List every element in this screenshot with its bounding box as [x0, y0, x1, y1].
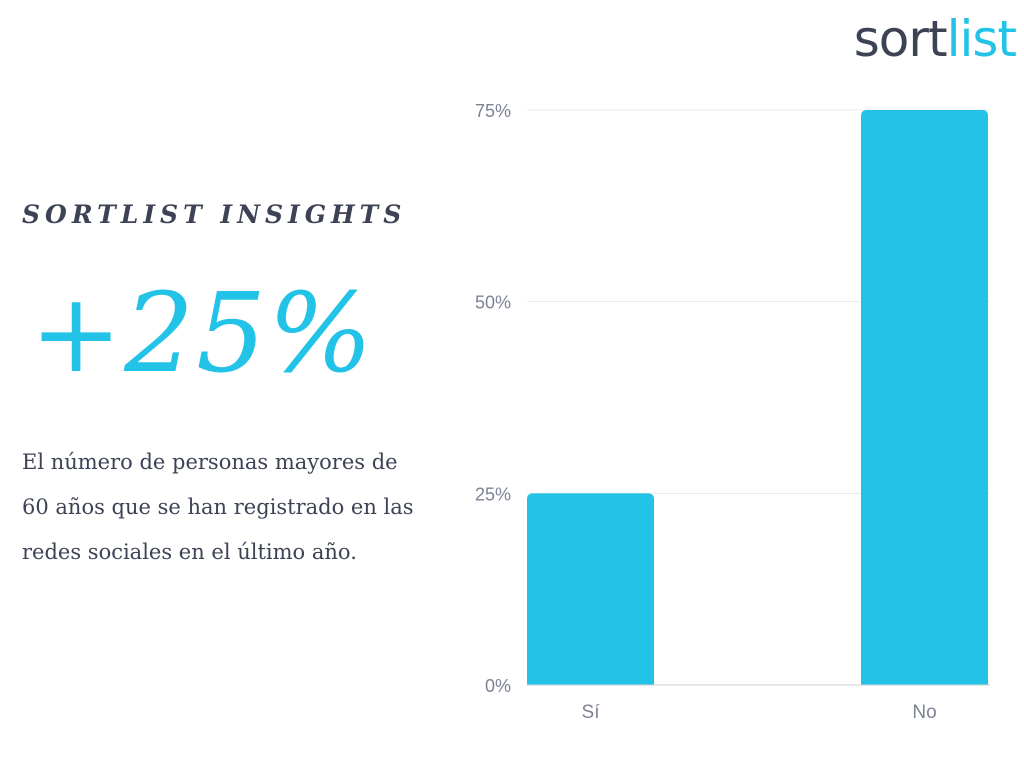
y-tick-label-25: 25%: [475, 484, 511, 504]
x-category-label-1: No: [912, 702, 936, 723]
y-tick-label-75: 75%: [475, 101, 511, 121]
insights-heading: SORTLIST INSIGHTS: [22, 200, 407, 229]
bar-1: [861, 110, 988, 685]
bar-0: [527, 493, 654, 685]
y-tick-label-0: 0%: [485, 676, 511, 696]
logo-part-list: list: [946, 10, 1017, 68]
chart-labels: 0% 25% 50% 75% Sí No: [475, 101, 937, 723]
stat-description: El número de personas mayores de 60 años…: [22, 450, 414, 564]
sortlist-logo: sortlist: [854, 14, 1017, 64]
chart-bars: [527, 110, 988, 685]
logo-part-sort: sort: [853, 10, 948, 68]
headline-stat: +25%: [30, 269, 375, 397]
y-tick-label-50: 50%: [475, 293, 511, 313]
x-category-label-0: Sí: [582, 702, 601, 723]
